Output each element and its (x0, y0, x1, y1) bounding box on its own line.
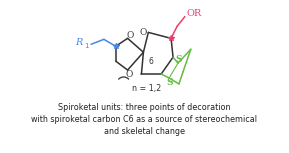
Text: O: O (140, 28, 147, 37)
Text: Spiroketal units: three points of decoration: Spiroketal units: three points of decora… (58, 103, 231, 112)
Text: O: O (126, 69, 133, 78)
Text: 1: 1 (84, 43, 88, 49)
Text: n = 1,2: n = 1,2 (131, 84, 161, 93)
Text: R: R (75, 38, 82, 47)
Text: S: S (167, 78, 173, 88)
Text: 6: 6 (148, 57, 153, 66)
Text: O: O (127, 31, 134, 40)
Text: and skeletal change: and skeletal change (104, 127, 185, 136)
Text: OR: OR (187, 9, 202, 18)
Text: S: S (176, 55, 182, 64)
Text: with spiroketal carbon C6 as a source of stereochemical: with spiroketal carbon C6 as a source of… (32, 115, 257, 124)
